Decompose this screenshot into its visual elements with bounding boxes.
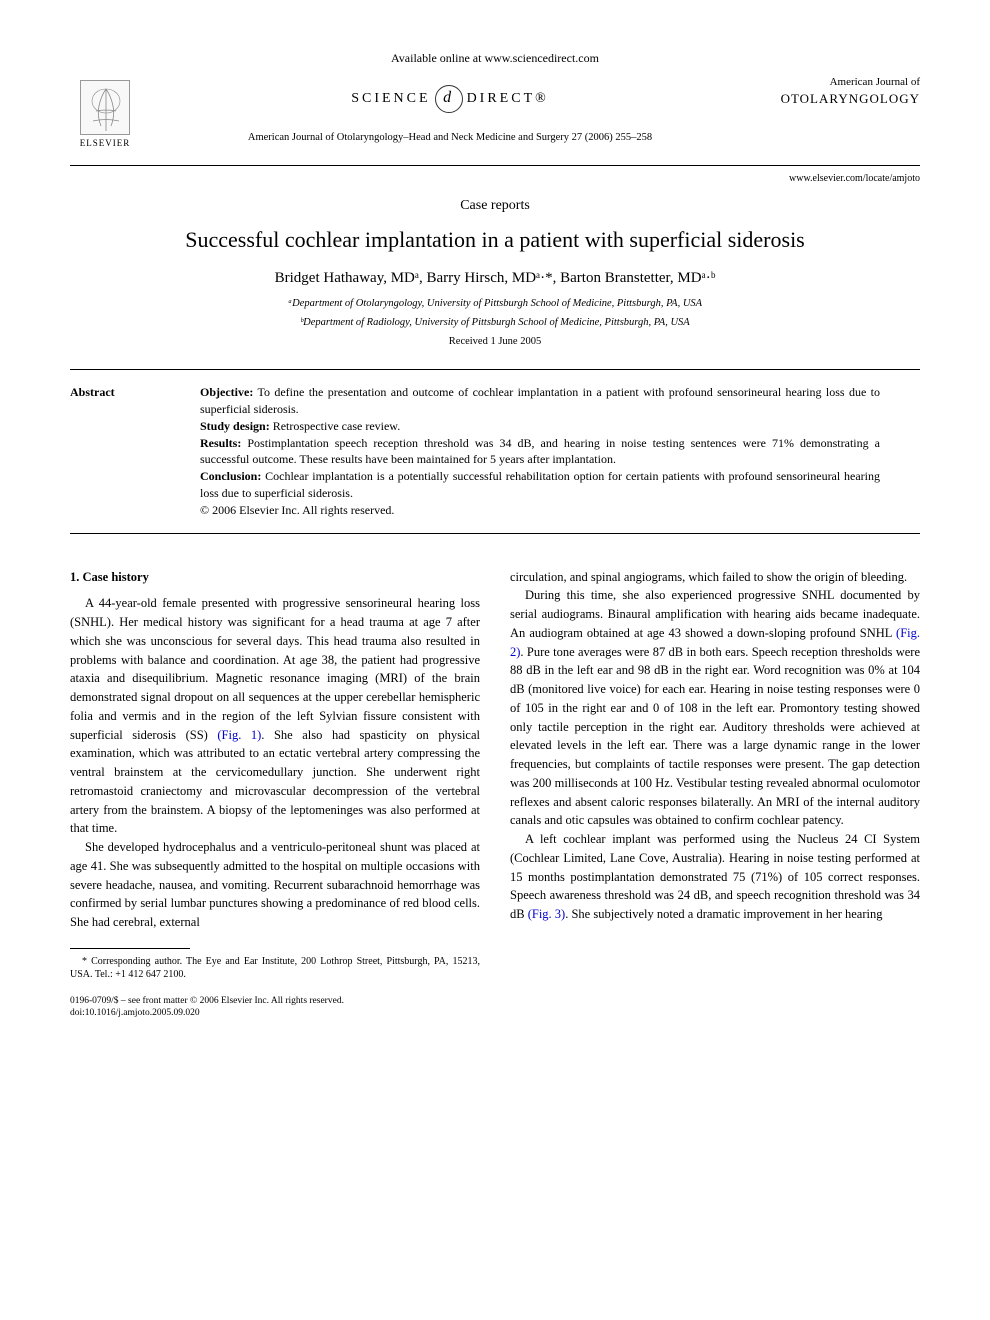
elsevier-logo: ELSEVIER xyxy=(70,75,140,155)
sd-circle-icon: d xyxy=(435,85,463,113)
abstract-block: Abstract Objective: To define the presen… xyxy=(70,369,920,533)
sd-right: DIRECT® xyxy=(467,89,549,109)
abstract-content: Objective: To define the presentation an… xyxy=(200,384,920,518)
article-section-type: Case reports xyxy=(70,196,920,216)
body-paragraph: She developed hydrocephalus and a ventri… xyxy=(70,838,480,932)
article-title: Successful cochlear implantation in a pa… xyxy=(70,225,920,256)
sciencedirect-logo: SCIENCE d DIRECT® American Journal of Ot… xyxy=(140,75,760,150)
footnote-divider xyxy=(70,948,190,949)
p1-cont: . She also had spasticity on physical ex… xyxy=(70,728,480,836)
abstract-objective-label: Objective: xyxy=(200,385,253,399)
elsevier-tree-icon xyxy=(80,80,130,135)
body-paragraph: A 44-year-old female presented with prog… xyxy=(70,594,480,838)
front-matter-line: 0196-0709/$ – see front matter © 2006 El… xyxy=(70,995,480,1007)
fig1-ref[interactable]: (Fig. 1) xyxy=(217,728,261,742)
p3b: . She subjectively noted a dramatic impr… xyxy=(565,907,882,921)
affiliation-a: ᵃDepartment of Otolaryngology, Universit… xyxy=(70,297,920,312)
doi-line: doi:10.1016/j.amjoto.2005.09.020 xyxy=(70,1007,480,1019)
abstract-design: Retrospective case review. xyxy=(270,419,401,433)
received-date: Received 1 June 2005 xyxy=(70,335,920,350)
sd-left: SCIENCE xyxy=(351,89,430,109)
fig3-ref[interactable]: (Fig. 3) xyxy=(528,907,566,921)
abstract-results-label: Results: xyxy=(200,436,241,450)
abstract-label: Abstract xyxy=(70,384,160,518)
article-authors: Bridget Hathaway, MDᵃ, Barry Hirsch, MDᵃ… xyxy=(70,268,920,289)
website-url: www.elsevier.com/locate/amjoto xyxy=(70,172,920,186)
abstract-results: Postimplantation speech reception thresh… xyxy=(200,436,880,467)
abstract-conclusion-label: Conclusion: xyxy=(200,469,261,483)
body-paragraph: circulation, and spinal angiograms, whic… xyxy=(510,568,920,587)
citation-line: American Journal of Otolaryngology–Head … xyxy=(140,131,760,146)
affiliation-b: ᵇDepartment of Radiology, University of … xyxy=(70,316,920,331)
abstract-conclusion: Cochlear implantation is a potentially s… xyxy=(200,469,880,500)
body-paragraph: A left cochlear implant was performed us… xyxy=(510,830,920,924)
abstract-design-label: Study design: xyxy=(200,419,270,433)
column-right: circulation, and spinal angiograms, whic… xyxy=(510,568,920,1020)
p1-text: A 44-year-old female presented with prog… xyxy=(70,596,480,741)
journal-name-box: American Journal of OTOLARYNGOLOGY xyxy=(760,75,920,109)
journal-name-line1: American Journal of xyxy=(760,75,920,90)
column-left: 1. Case history A 44-year-old female pre… xyxy=(70,568,480,1020)
abstract-copyright: © 2006 Elsevier Inc. All rights reserved… xyxy=(200,503,394,517)
journal-name-line2: OTOLARYNGOLOGY xyxy=(760,90,920,108)
body-columns: 1. Case history A 44-year-old female pre… xyxy=(70,568,920,1020)
body-paragraph: During this time, she also experienced p… xyxy=(510,586,920,830)
p2b: . Pure tone averages were 87 dB in both … xyxy=(510,645,920,828)
elsevier-label: ELSEVIER xyxy=(80,137,131,150)
p2a: During this time, she also experienced p… xyxy=(510,588,920,640)
abstract-objective: To define the presentation and outcome o… xyxy=(200,385,880,416)
header-divider xyxy=(70,165,920,166)
corresponding-author-footnote: * Corresponding author. The Eye and Ear … xyxy=(70,955,480,981)
bottom-meta: 0196-0709/$ – see front matter © 2006 El… xyxy=(70,995,480,1020)
available-online-text: Available online at www.sciencedirect.co… xyxy=(70,50,920,67)
section-1-heading: 1. Case history xyxy=(70,568,480,587)
header-logo-row: ELSEVIER SCIENCE d DIRECT® American Jour… xyxy=(70,75,920,155)
